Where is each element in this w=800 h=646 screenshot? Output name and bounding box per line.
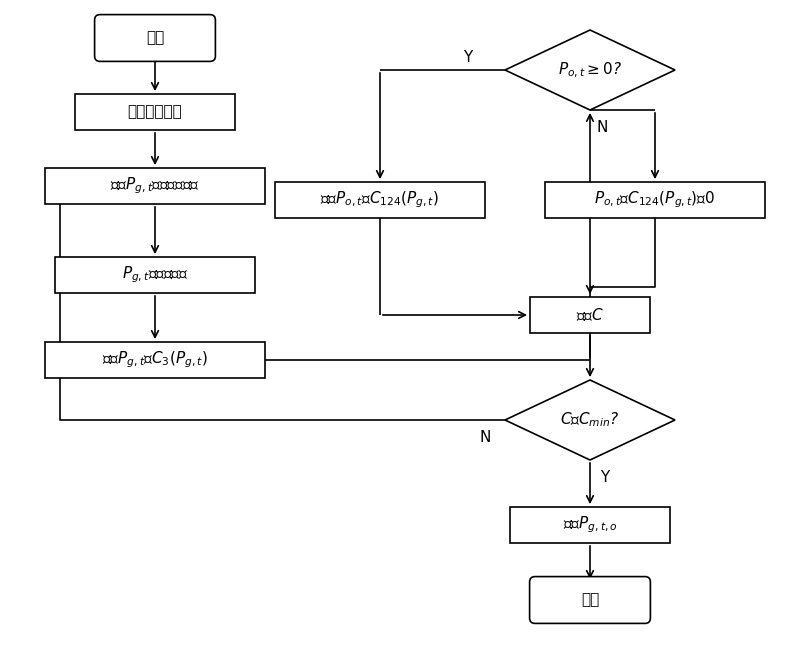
Text: 给定$P_{g,t}$初始值及步长: 给定$P_{g,t}$初始值及步长 [110,176,200,196]
Bar [545,182,765,218]
Polygon shape [505,30,675,110]
Text: 计算$C$: 计算$C$ [576,307,604,324]
Text: 找到$P_{g,t,o}$: 找到$P_{g,t,o}$ [562,515,618,536]
Text: N: N [596,121,608,136]
Text: $P_{o,t}\geq 0$?: $P_{o,t}\geq 0$? [558,60,622,79]
Text: 开始: 开始 [146,30,164,45]
Bar [530,297,650,333]
Text: 计算$P_{o,t}$及$C_{124}(P_{g,t})$: 计算$P_{o,t}$及$C_{124}(P_{g,t})$ [321,190,439,211]
Bar [45,342,265,378]
Text: 结束: 结束 [581,592,599,607]
Text: 计算$P_{g,t}$及$C_3(P_{g,t})$: 计算$P_{g,t}$及$C_3(P_{g,t})$ [102,349,208,370]
Text: $C$为$C_{min}$?: $C$为$C_{min}$? [560,411,620,430]
Bar [75,94,235,130]
Text: Y: Y [463,50,472,65]
Bar [510,507,670,543]
Text: Y: Y [600,470,610,486]
Text: $P_{o,t}$及$C_{124}(P_{g,t})$为0: $P_{o,t}$及$C_{124}(P_{g,t})$为0 [594,190,715,211]
FancyBboxPatch shape [530,577,650,623]
Bar [55,257,255,293]
Text: N: N [479,430,490,446]
Bar [45,168,265,204]
Polygon shape [505,380,675,460]
Text: $P_{g,t}$按步长增加: $P_{g,t}$按步长增加 [122,265,188,286]
Text: 设置仿真条件: 设置仿真条件 [128,105,182,120]
FancyBboxPatch shape [94,15,215,61]
Bar [275,182,485,218]
